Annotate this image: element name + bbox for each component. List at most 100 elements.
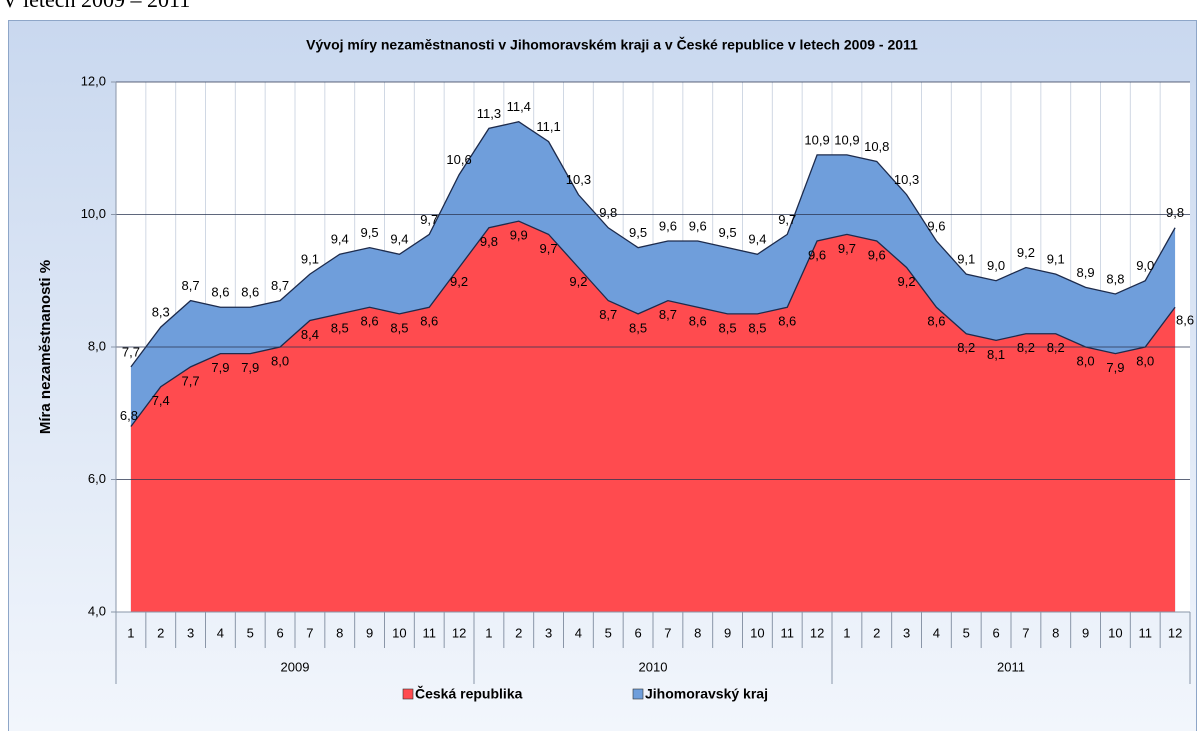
page-heading: V letech 2009 – 2011 xyxy=(2,0,190,12)
x-tick-label: 4 xyxy=(575,625,582,640)
data-label: 7,7 xyxy=(122,344,140,359)
data-label: 9,8 xyxy=(599,205,617,220)
data-label: 6,8 xyxy=(120,408,138,423)
data-label: 8,5 xyxy=(331,320,349,335)
data-label: 10,3 xyxy=(894,172,919,187)
x-tick-label: 4 xyxy=(217,625,224,640)
data-label: 9,7 xyxy=(778,212,796,227)
x-tick-label: 11 xyxy=(423,625,437,640)
data-label: 9,9 xyxy=(510,228,528,243)
y-tick-label: 12,0 xyxy=(81,73,106,88)
y-axis-label: Míra nezaměstnanosti % xyxy=(37,260,54,434)
area-line xyxy=(130,121,1176,368)
data-label: 11,1 xyxy=(536,119,560,134)
x-tick-label: 5 xyxy=(247,625,254,640)
data-label: 8,7 xyxy=(659,307,677,322)
data-label: 9,2 xyxy=(898,274,916,289)
data-label: 8,3 xyxy=(152,305,170,320)
x-tick-label: 10 xyxy=(750,625,764,640)
data-label: 7,7 xyxy=(182,373,200,388)
x-tick-label: 11 xyxy=(1139,625,1153,640)
data-label: 7,9 xyxy=(211,360,229,375)
data-label: 9,0 xyxy=(987,258,1005,273)
data-label: 11,3 xyxy=(477,106,501,121)
data-label: 8,0 xyxy=(271,353,289,368)
data-label: 9,6 xyxy=(689,218,707,233)
data-label: 8,6 xyxy=(778,314,796,329)
x-tick-label: 6 xyxy=(276,625,283,640)
data-label: 8,7 xyxy=(599,307,617,322)
y-tick-label: 8,0 xyxy=(88,338,106,353)
y-tick-label: 6,0 xyxy=(88,471,106,486)
data-label: 9,6 xyxy=(808,247,826,262)
data-label: 8,6 xyxy=(361,314,379,329)
y-tick-label: 10,0 xyxy=(81,206,106,221)
x-tick-label: 11 xyxy=(781,625,795,640)
data-label: 9,2 xyxy=(569,274,587,289)
data-label: 7,9 xyxy=(241,360,259,375)
data-label: 8,9 xyxy=(1077,265,1095,280)
x-tick-label: 12 xyxy=(810,625,824,640)
data-label: 8,2 xyxy=(957,340,975,355)
data-label: 10,3 xyxy=(566,172,591,187)
data-label: 9,1 xyxy=(301,252,319,267)
data-label: 9,5 xyxy=(719,225,737,240)
area-line xyxy=(130,220,1176,427)
x-tick-label: 9 xyxy=(366,625,373,640)
data-label: 9,7 xyxy=(540,241,558,256)
data-label: 8,0 xyxy=(1077,353,1095,368)
legend-label: Česká republika xyxy=(415,685,523,702)
data-label: 9,6 xyxy=(868,247,886,262)
data-label: 8,6 xyxy=(1176,313,1194,328)
data-label: 8,7 xyxy=(182,278,200,293)
x-tick-label: 10 xyxy=(1108,625,1122,640)
chart-title: Vývoj míry nezaměstnanosti v Jihomoravsk… xyxy=(306,36,918,53)
x-tick-label: 2 xyxy=(157,625,164,640)
x-tick-label: 7 xyxy=(306,625,313,640)
data-label: 10,9 xyxy=(804,132,829,147)
x-tick-label: 1 xyxy=(485,625,492,640)
x-tick-label: 1 xyxy=(127,625,134,640)
data-label: 8,2 xyxy=(1017,340,1035,355)
x-group-label: 2009 xyxy=(281,659,310,674)
data-label: 9,7 xyxy=(420,212,438,227)
x-tick-label: 8 xyxy=(1052,625,1059,640)
data-label: 8,6 xyxy=(927,314,945,329)
legend-swatch xyxy=(632,688,644,700)
data-label: 8,4 xyxy=(301,327,319,342)
data-label: 8,6 xyxy=(420,314,438,329)
data-label: 9,2 xyxy=(450,274,468,289)
x-tick-label: 9 xyxy=(724,625,731,640)
data-label: 8,6 xyxy=(689,314,707,329)
x-tick-label: 4 xyxy=(933,625,940,640)
x-tick-label: 6 xyxy=(992,625,999,640)
data-label: 9,1 xyxy=(957,252,975,267)
data-label: 8,5 xyxy=(390,320,408,335)
data-label: 8,5 xyxy=(719,320,737,335)
data-label: 9,1 xyxy=(1047,252,1065,267)
data-label: 9,4 xyxy=(390,232,408,247)
data-label: 9,8 xyxy=(1166,205,1184,220)
x-tick-label: 3 xyxy=(545,625,552,640)
x-group-label: 2011 xyxy=(997,659,1025,674)
data-label: 11,4 xyxy=(507,99,531,114)
data-label: 7,9 xyxy=(1106,360,1124,375)
y-tick-label: 4,0 xyxy=(88,603,106,618)
x-tick-label: 5 xyxy=(963,625,970,640)
data-label: 9,6 xyxy=(927,218,945,233)
data-label: 9,5 xyxy=(629,225,647,240)
data-label: 9,6 xyxy=(659,218,677,233)
x-group-label: 2010 xyxy=(639,659,668,674)
x-tick-label: 6 xyxy=(634,625,641,640)
x-tick-label: 3 xyxy=(187,625,194,640)
x-tick-label: 5 xyxy=(605,625,612,640)
data-label: 8,6 xyxy=(211,285,229,300)
data-label: 9,2 xyxy=(1017,245,1035,260)
area-fill xyxy=(130,221,1176,612)
x-tick-label: 2 xyxy=(515,625,522,640)
data-label: 10,9 xyxy=(834,132,859,147)
data-label: 8,2 xyxy=(1047,340,1065,355)
data-label: 8,5 xyxy=(629,320,647,335)
data-label: 9,7 xyxy=(838,241,856,256)
